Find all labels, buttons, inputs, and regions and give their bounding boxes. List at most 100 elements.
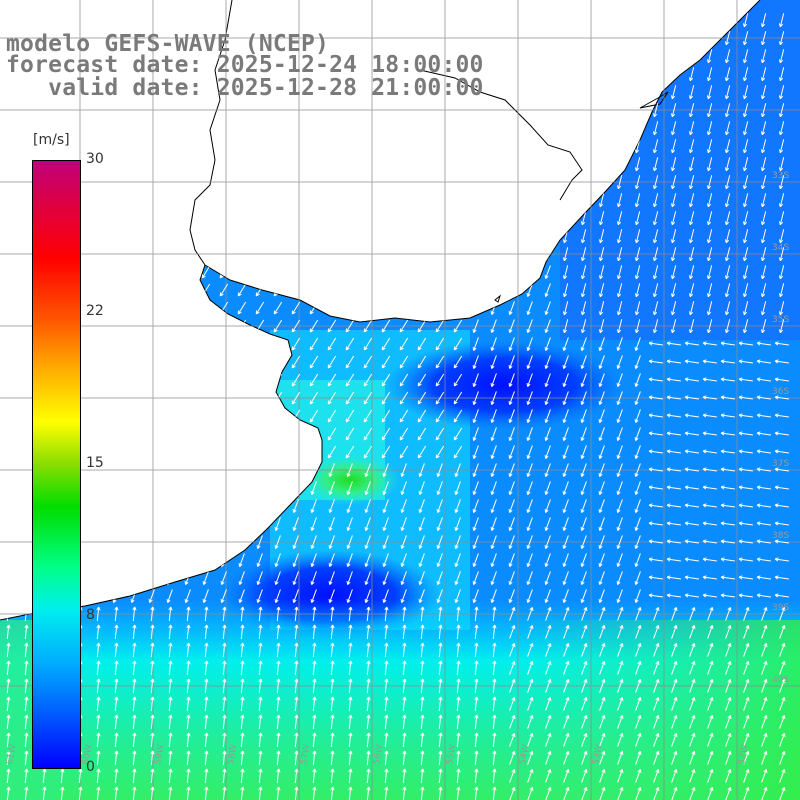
wind-arrow (492, 660, 497, 676)
wind-arrow (310, 553, 317, 567)
wind-arrow (598, 391, 605, 405)
wind-arrow (150, 696, 155, 712)
wind-arrow (720, 485, 735, 490)
wind-arrow (742, 139, 749, 154)
wind-arrow (720, 575, 735, 580)
wind-arrow (648, 593, 663, 598)
wind-arrow (508, 301, 515, 315)
wind-arrow (562, 247, 569, 262)
wind-arrow (706, 103, 713, 118)
wind-arrow (617, 733, 624, 747)
wind-arrow (580, 535, 587, 549)
wind-arrow (204, 660, 209, 676)
wind-arrow (346, 589, 353, 603)
wind-arrow (381, 337, 391, 351)
wind-arrow (292, 535, 299, 549)
wind-arrow (778, 247, 785, 262)
wind-arrow (545, 643, 552, 657)
wind-arrow (652, 301, 659, 316)
wind-arrow (345, 409, 355, 423)
wind-arrow (616, 373, 623, 387)
wind-arrow (186, 642, 191, 658)
wind-arrow (778, 121, 785, 136)
wind-arrow (688, 121, 695, 136)
wind-arrow (652, 193, 659, 208)
wind-arrow (453, 445, 463, 459)
wind-arrow (666, 485, 681, 490)
wind-arrow (652, 265, 659, 280)
wind-arrow (258, 768, 263, 784)
wind-arrow (274, 589, 281, 603)
wind-arrow (760, 175, 767, 190)
wind-arrow (417, 337, 427, 351)
wind-arrow (702, 593, 717, 598)
wind-arrow (725, 769, 732, 783)
wind-arrow (702, 557, 717, 562)
wind-arrow (707, 661, 714, 675)
wind-arrow (689, 787, 696, 800)
wind-arrow (348, 786, 353, 800)
wind-arrow (724, 211, 731, 226)
wind-arrow (670, 121, 677, 136)
lat-label: 39S (772, 603, 789, 613)
wind-arrow (738, 557, 753, 562)
wind-arrow (312, 714, 317, 730)
wind-arrow (580, 301, 587, 316)
wind-arrow (778, 193, 785, 208)
wind-arrow (24, 786, 29, 800)
wind-arrow (544, 535, 551, 549)
wind-arrow (168, 606, 173, 622)
wind-arrow (384, 768, 389, 784)
wind-arrow (240, 768, 245, 784)
wind-arrow (526, 499, 533, 513)
wind-arrow (598, 229, 605, 244)
wind-arrow (760, 301, 767, 316)
wind-arrow (472, 463, 479, 477)
wind-arrow (294, 696, 299, 712)
wind-arrow (761, 751, 768, 765)
wind-arrow (114, 696, 119, 712)
wind-arrow (346, 463, 353, 477)
wind-arrow (186, 714, 191, 730)
wind-arrow (666, 341, 681, 346)
wind-arrow (671, 607, 678, 621)
wind-arrow (327, 427, 337, 441)
wind-arrow (364, 589, 371, 603)
wind-arrow (742, 301, 749, 316)
wind-arrow (689, 715, 696, 729)
wind-arrow (526, 571, 533, 585)
wind-arrow (24, 678, 29, 694)
wind-arrow (544, 319, 551, 333)
wind-arrow (562, 265, 569, 280)
wind-arrow (6, 714, 11, 730)
wind-arrow (779, 787, 786, 800)
wind-arrow (310, 535, 317, 549)
wind-arrow (509, 769, 516, 783)
wind-arrow (526, 445, 533, 459)
wind-arrow (684, 449, 699, 454)
wind-arrow (348, 768, 353, 784)
wind-arrow (417, 319, 427, 333)
wind-arrow (348, 678, 353, 694)
wind-arrow (634, 319, 641, 334)
wind-arrow (240, 660, 245, 676)
wind-arrow (509, 625, 516, 639)
wind-arrow (580, 463, 587, 477)
wind-arrow (634, 355, 641, 369)
wind-arrow (778, 175, 785, 190)
wind-arrow (707, 751, 714, 765)
wind-arrow (204, 624, 209, 640)
wind-arrow (309, 337, 319, 351)
wind-arrow (238, 553, 245, 567)
wind-arrow (418, 571, 425, 585)
wind-arrow (150, 624, 155, 640)
colorbar (32, 160, 81, 769)
wind-arrow (436, 481, 443, 495)
wind-arrow (738, 359, 753, 364)
wind-arrow (742, 247, 749, 262)
wind-arrow (689, 607, 696, 621)
wind-arrow (635, 697, 642, 711)
wind-arrow (562, 409, 569, 423)
wind-arrow (420, 624, 425, 640)
wind-arrow (255, 301, 265, 315)
